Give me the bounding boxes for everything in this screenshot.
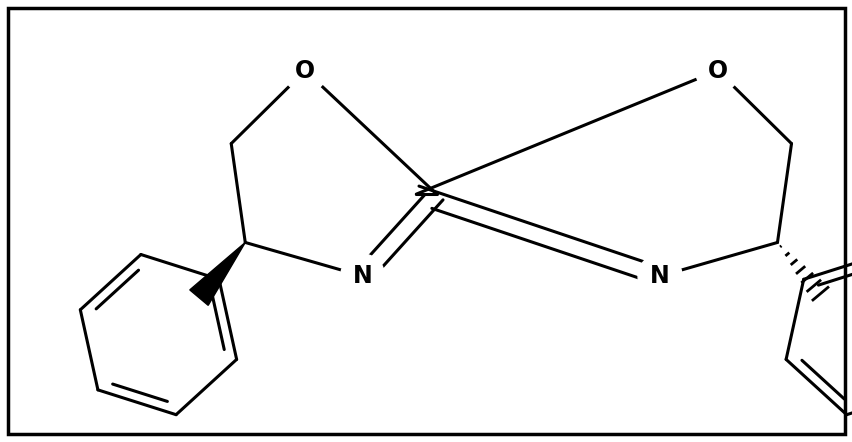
Polygon shape xyxy=(190,243,245,305)
Text: O: O xyxy=(295,58,315,83)
Circle shape xyxy=(694,49,739,92)
Text: O: O xyxy=(706,58,727,83)
Circle shape xyxy=(283,49,327,92)
Circle shape xyxy=(340,254,384,298)
Circle shape xyxy=(637,254,682,298)
Text: N: N xyxy=(649,264,669,288)
Text: N: N xyxy=(353,264,372,288)
